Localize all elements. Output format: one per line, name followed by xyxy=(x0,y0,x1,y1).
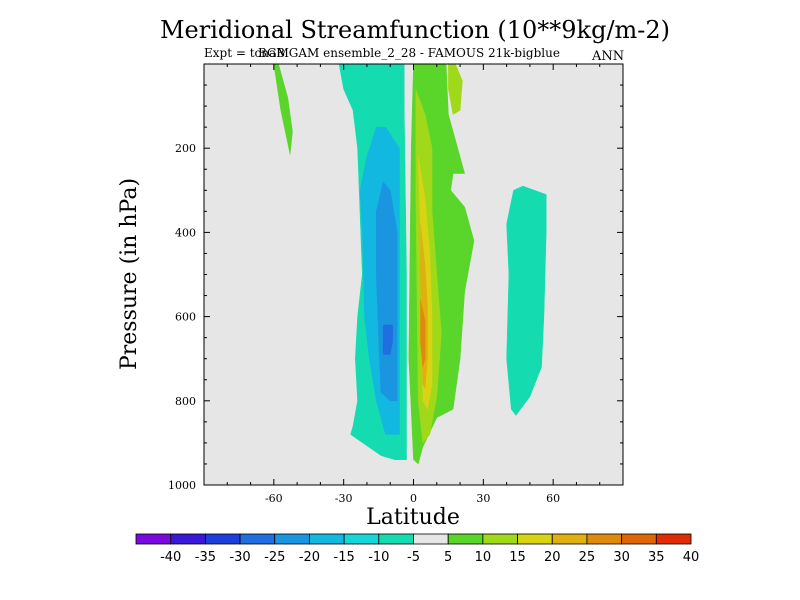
colorbar-label: -40 xyxy=(160,550,181,565)
colorbar-label: 10 xyxy=(475,550,492,565)
contour-region-tropical-upper-cell xyxy=(448,64,463,115)
colorbar-label: 30 xyxy=(613,550,630,565)
x-tick-label: 0 xyxy=(410,492,417,505)
contour-region-southern-cell-peak xyxy=(382,324,393,355)
x-tick-label: -30 xyxy=(335,492,353,505)
colorbar-label: -30 xyxy=(229,550,250,565)
colorbar-swatch xyxy=(239,533,276,545)
y-tick-label: 600 xyxy=(175,311,196,324)
y-axis-title: Pressure (in hPa) xyxy=(117,178,142,370)
y-tick-label: 800 xyxy=(175,395,196,408)
colorbar-swatch xyxy=(274,533,310,545)
colorbar-swatch xyxy=(621,533,657,545)
y-tick-label: 200 xyxy=(175,142,196,155)
colorbar-swatch xyxy=(482,533,518,545)
y-tick-label: 400 xyxy=(175,226,196,239)
colorbar-label: -35 xyxy=(195,550,216,565)
colorbar-label: -10 xyxy=(368,550,389,565)
colorbar-label: -20 xyxy=(299,550,320,565)
colorbar-swatch xyxy=(551,533,588,545)
colorbar-label: 40 xyxy=(683,550,700,565)
x-tick-label: 60 xyxy=(546,492,560,505)
colorbar-swatch xyxy=(135,533,172,545)
season-label: ANN xyxy=(592,49,625,64)
contour-region-polar-cell-north xyxy=(506,185,547,416)
colorbar-label: -25 xyxy=(264,550,285,565)
y-tick-label: 1000 xyxy=(168,479,196,492)
colorbar-swatch xyxy=(413,533,449,545)
colorbar-label: 5 xyxy=(444,550,452,565)
colorbar-label: -5 xyxy=(407,550,420,565)
colorbar-swatch xyxy=(655,533,692,545)
x-tick-label: 30 xyxy=(476,492,490,505)
colorbar-swatch xyxy=(309,533,345,545)
colorbar-swatch xyxy=(378,533,414,545)
colorbar-label: -15 xyxy=(334,550,355,565)
chart-subtitle: Expt = tcnaB GAM ensemble_2_28 - FAMOUS … xyxy=(204,46,560,60)
colorbar-swatch xyxy=(343,533,380,545)
colorbar-swatch xyxy=(586,533,623,545)
chart-title: Meridional Streamfunction (10**9kg/m-2) xyxy=(159,16,671,44)
x-axis-title: Latitude xyxy=(366,505,460,530)
colorbar-swatch xyxy=(204,533,241,545)
colorbar-label: 35 xyxy=(648,550,665,565)
x-tick-label: -60 xyxy=(265,492,283,505)
chart-subtitle-overlap: BGM xyxy=(258,46,289,60)
colorbar-swatch xyxy=(517,533,553,545)
colorbar-label: 25 xyxy=(579,550,596,565)
contour-region-northern-stratosphere-band xyxy=(273,64,293,155)
contour-region-northern-hadley-max xyxy=(420,299,426,368)
colorbar-label: 15 xyxy=(509,550,526,565)
colorbar-swatch xyxy=(447,533,484,545)
colorbar-label: 20 xyxy=(544,550,561,565)
colorbar-swatch xyxy=(170,533,206,545)
